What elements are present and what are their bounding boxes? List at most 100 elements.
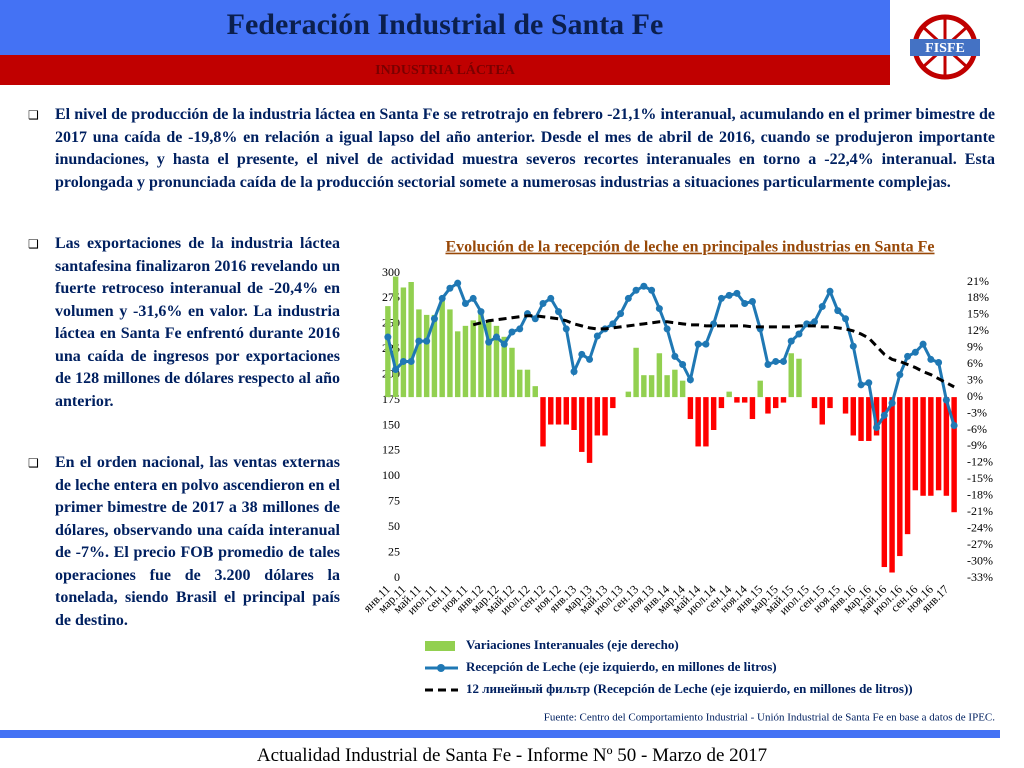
line-marker: [469, 294, 477, 302]
y-tick-label: 300: [382, 265, 400, 279]
bullet-icon: ❑: [28, 456, 39, 470]
line-marker: [834, 307, 842, 315]
bar: [524, 369, 531, 398]
line: [386, 280, 956, 432]
y-tick-label: 75: [388, 494, 400, 508]
bar: [687, 397, 694, 420]
bullet-text: En el orden nacional, las ventas externa…: [55, 454, 340, 629]
line-marker: [593, 332, 601, 340]
y2-tick-label: 0%: [967, 389, 983, 403]
bar: [741, 397, 748, 403]
line-marker: [896, 371, 904, 379]
line-marker: [671, 352, 679, 360]
y-tick-label: 50: [388, 519, 400, 533]
bar: [648, 375, 655, 398]
bar: [718, 397, 725, 409]
line-marker: [717, 294, 725, 302]
line-marker: [570, 368, 578, 376]
bullet-text: Las exportaciones de la industria láctea…: [55, 235, 340, 410]
bar: [842, 397, 849, 414]
bar: [625, 391, 632, 398]
line-marker: [399, 357, 407, 365]
bar: [672, 369, 678, 398]
bar: [633, 347, 639, 398]
bar: [873, 397, 880, 436]
line-marker: [423, 337, 431, 345]
bullet-icon: ❑: [28, 108, 39, 122]
bar: [819, 397, 825, 425]
line-marker: [477, 308, 485, 316]
bar: [679, 380, 686, 398]
bar: [540, 397, 546, 447]
y2-tick-label: 12%: [967, 323, 989, 337]
bar: [788, 353, 794, 398]
bullet-icon: ❑: [28, 237, 39, 251]
bar: [454, 331, 461, 398]
subtitle: INDUSTRIA LÁCTEA: [375, 63, 515, 78]
bar: [850, 397, 856, 436]
line-marker: [818, 303, 826, 311]
line-marker: [508, 328, 516, 336]
logo: FISFE: [910, 14, 980, 80]
line-marker: [811, 318, 818, 326]
line-marker: [461, 300, 469, 307]
bar: [408, 282, 414, 398]
line-marker: [562, 325, 570, 333]
line-marker: [865, 379, 873, 387]
line-marker: [686, 376, 694, 384]
line-marker: [617, 310, 625, 318]
y-tick-label: 125: [382, 443, 400, 457]
line-marker: [942, 396, 950, 404]
y2-tick-label: 9%: [967, 340, 983, 354]
y2-tick-label: -30%: [967, 553, 993, 567]
legend-swatch: [425, 641, 455, 651]
bar: [765, 397, 771, 414]
bar: [571, 397, 577, 430]
bar: [462, 325, 469, 398]
bar: [749, 397, 756, 420]
bar: [710, 397, 717, 430]
bar: [796, 358, 802, 398]
line-marker: [555, 308, 563, 316]
y2-tick-label: -9%: [967, 438, 987, 452]
line-marker: [407, 357, 415, 365]
moving-average-line: [472, 314, 955, 389]
bar: [734, 397, 740, 403]
y2-tick-label: 21%: [967, 274, 989, 288]
bar: [780, 397, 787, 403]
y2-tick-label: -21%: [967, 504, 993, 518]
bar: [392, 276, 399, 398]
line-marker: [857, 381, 865, 389]
line-marker: [578, 350, 586, 358]
bar: [486, 320, 492, 398]
source: Fuente: Centro del Comportamiento Indust…: [544, 712, 995, 724]
line-marker: [764, 361, 772, 368]
line-marker: [586, 355, 594, 363]
bar: [586, 397, 593, 463]
line-marker: [779, 357, 787, 365]
y2-tick-label: 6%: [967, 356, 983, 370]
bar: [920, 397, 926, 496]
bar: [757, 380, 763, 398]
line-marker: [702, 340, 710, 348]
header-bar: [0, 0, 890, 55]
bar: [493, 325, 500, 398]
bar: [532, 386, 538, 398]
line-marker: [492, 333, 500, 341]
line-marker: [648, 286, 656, 294]
line-marker: [539, 300, 547, 307]
line-marker: [919, 340, 927, 348]
line-marker: [826, 287, 834, 295]
line-marker: [485, 338, 493, 346]
footer-bar: [0, 730, 1000, 738]
line-marker: [950, 422, 958, 429]
bar: [478, 309, 484, 398]
line-marker: [772, 357, 780, 365]
line-marker: [787, 337, 795, 345]
y2-tick-label: -24%: [967, 520, 993, 534]
intro: El nivel de producción de la industria l…: [55, 106, 995, 191]
line-marker: [430, 315, 438, 323]
footer: Actualidad Industrial de Santa Fe - Info…: [256, 745, 768, 766]
bar: [811, 397, 818, 409]
bar: [610, 397, 616, 409]
